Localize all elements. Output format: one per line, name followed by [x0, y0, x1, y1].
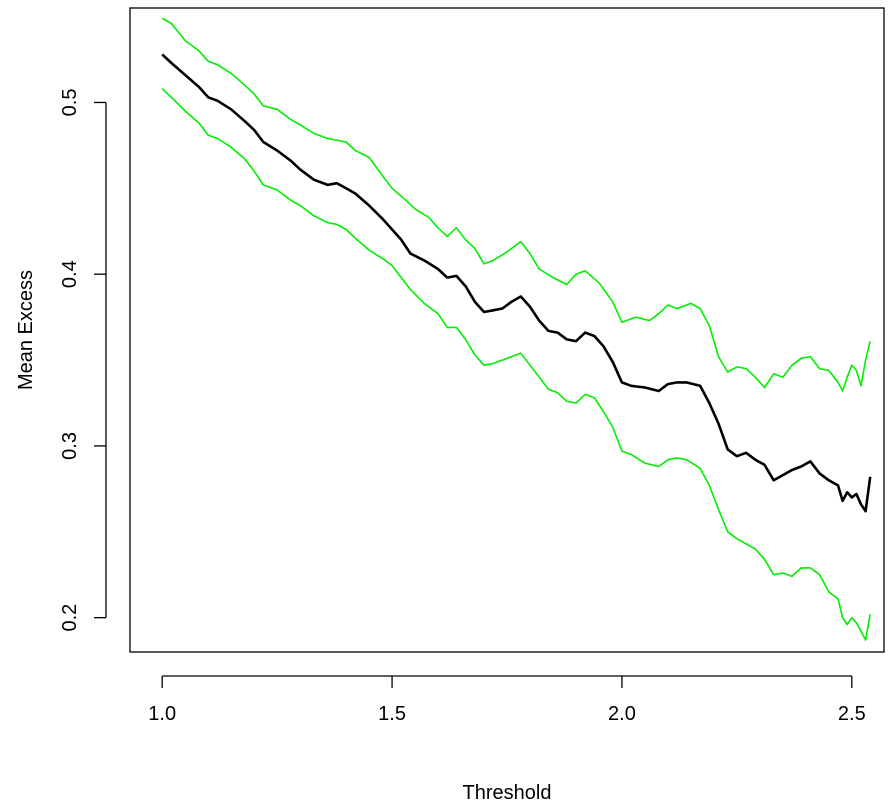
series-line-upper: [161, 17, 871, 392]
series-layer: [161, 17, 872, 641]
series-line-mean: [161, 53, 872, 513]
x-axis-label: Threshold: [463, 782, 552, 804]
x-axis: 1.0 1.5 2.0 2.5: [148, 675, 866, 725]
x-tick-label: 2.5: [838, 703, 866, 725]
x-tick-label: 2.0: [608, 703, 636, 725]
series-line-lower: [161, 88, 871, 641]
y-tick-label: 0.4: [59, 260, 81, 288]
y-tick-label: 0.3: [59, 432, 81, 460]
y-tick-label: 0.2: [59, 604, 81, 632]
y-axis: 0.2 0.3 0.4 0.5: [59, 89, 107, 632]
y-tick-label: 0.5: [59, 89, 81, 117]
x-tick-label: 1.5: [378, 703, 406, 725]
plot-frame: [129, 7, 885, 653]
x-tick-label: 1.0: [148, 703, 176, 725]
y-axis-label: Mean Excess: [15, 270, 37, 390]
